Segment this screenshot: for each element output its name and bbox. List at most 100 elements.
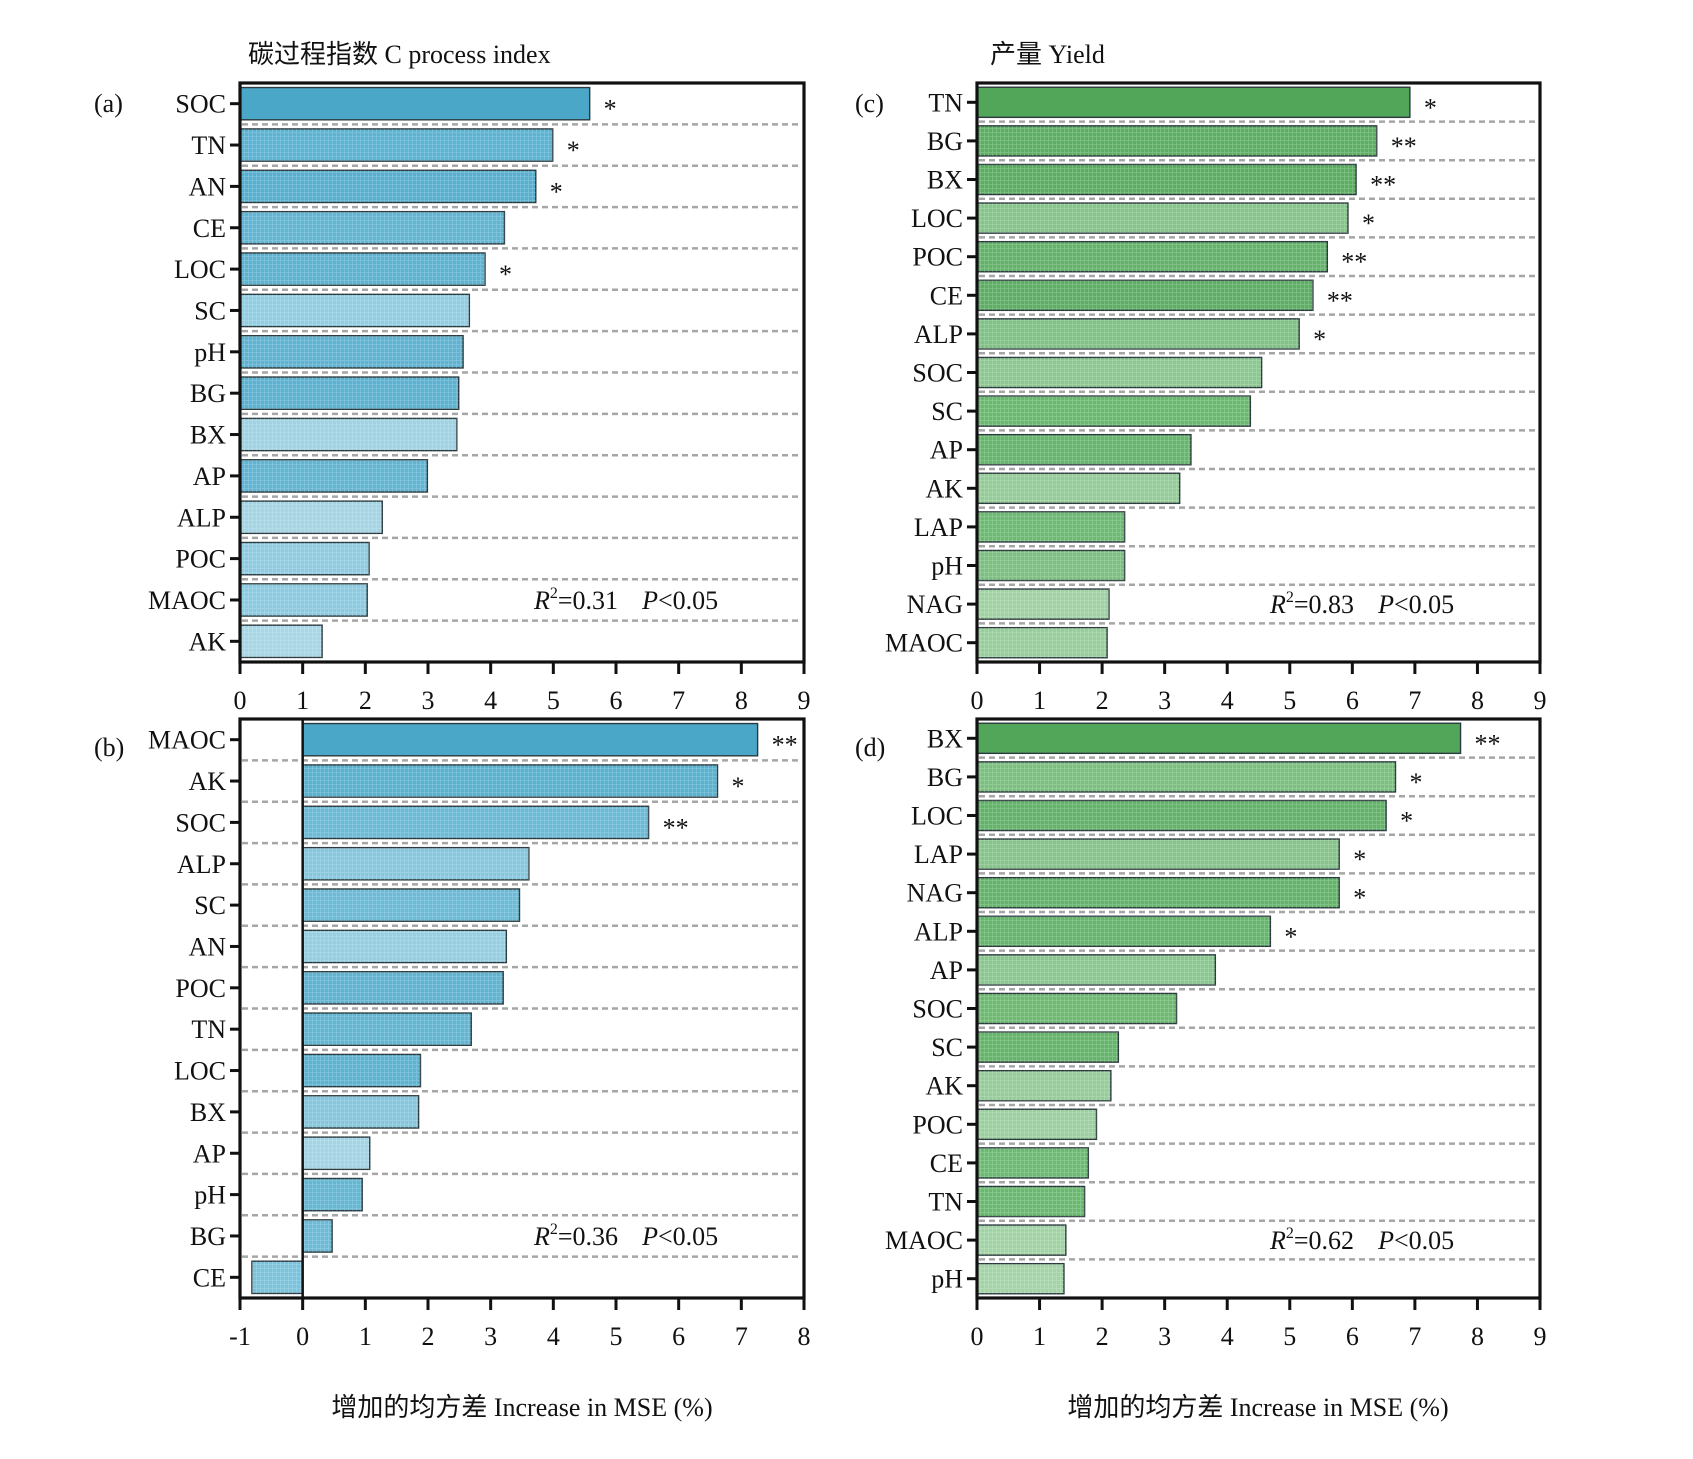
r2-symbol: R — [1269, 590, 1286, 619]
bar-texture — [977, 1070, 1111, 1101]
bar-texture — [977, 954, 1216, 985]
bar-texture — [977, 1186, 1085, 1217]
significance-label: ** — [1391, 132, 1417, 161]
plot-frame — [238, 717, 806, 1300]
y-tick-label: POC — [912, 243, 963, 272]
panel-b-x-axis-title: 增加的均方差 Increase in MSE (%) — [331, 1393, 712, 1422]
bar-texture — [977, 434, 1191, 465]
x-tick-label: 1 — [1033, 686, 1046, 715]
x-tick-label: 6 — [1346, 1322, 1359, 1351]
y-tick-label: SOC — [175, 90, 226, 119]
y-tick-label: TN — [928, 88, 963, 117]
x-tick-label: 7 — [735, 1322, 748, 1351]
r2-superscript: 2 — [1286, 1225, 1294, 1242]
bar-texture — [240, 294, 470, 327]
bar-texture — [977, 396, 1251, 427]
x-tick-label: 7 — [672, 686, 685, 715]
bar-texture — [977, 1147, 1089, 1178]
y-tick-label: POC — [912, 1110, 963, 1139]
x-tick-label: 9 — [1534, 686, 1547, 715]
plot-frame — [975, 717, 1542, 1300]
significance-label: ** — [1475, 729, 1501, 758]
x-tick-label: 1 — [296, 686, 309, 715]
bar-texture — [240, 418, 457, 451]
y-tick-label: AP — [930, 956, 963, 985]
bar-texture — [977, 1109, 1097, 1140]
x-tick-label: 1 — [359, 1322, 372, 1351]
x-tick-label: 8 — [1471, 1322, 1484, 1351]
bar-texture — [240, 459, 428, 493]
y-tick-label: CE — [193, 214, 226, 243]
panel-b-label: (b) — [94, 733, 124, 762]
y-tick-label: LAP — [914, 840, 963, 869]
x-tick-label: 5 — [610, 1322, 623, 1351]
significance-label: * — [1353, 884, 1366, 913]
r2-symbol: R — [1269, 1226, 1286, 1255]
x-tick-label: 6 — [1346, 686, 1359, 715]
y-tick-label: MAOC — [148, 726, 226, 755]
panel-c: TN * BG ** BX ** LOC * POC ** CE ** ALP * SOC SC AP AK LAP… — [885, 81, 1547, 715]
x-tick-label: 7 — [1408, 686, 1421, 715]
bar-texture — [302, 971, 504, 1004]
bar-texture — [302, 1095, 419, 1129]
x-tick-label: 3 — [422, 686, 435, 715]
x-tick-label: 4 — [547, 1322, 560, 1351]
y-tick-label: pH — [194, 1181, 226, 1210]
panel-a-title: 碳过程指数 C process index — [248, 40, 551, 69]
bar-texture — [302, 806, 649, 839]
y-tick-label: SC — [931, 1033, 963, 1062]
p-symbol: P — [1377, 1226, 1394, 1255]
bar-texture — [977, 511, 1125, 542]
significance-label: ** — [663, 813, 689, 842]
y-tick-label: pH — [931, 1265, 963, 1294]
bar-texture — [977, 473, 1180, 504]
bar-texture — [302, 1013, 472, 1046]
panel-c-title: 产量 Yield — [990, 40, 1105, 69]
r2-superscript: 2 — [550, 1221, 558, 1238]
x-tick-label: 5 — [1283, 1322, 1296, 1351]
bar-texture — [977, 916, 1271, 947]
x-tick-label: 0 — [296, 1322, 309, 1351]
stats-annotation: R2=0.83 P<0.05 — [1269, 589, 1454, 619]
y-tick-label: LOC — [911, 204, 963, 233]
y-tick-label: CE — [930, 281, 963, 310]
bar-texture — [977, 761, 1396, 792]
r2-value: =0.83 — [1294, 590, 1354, 619]
x-tick-label: -1 — [229, 1322, 251, 1351]
significance-label: * — [604, 95, 617, 124]
panel-b: MAOC ** AK * SOC ** ALP SC AN POC TN LOC BX AP pH BG CE -… — [148, 717, 811, 1351]
y-tick-label: AP — [930, 436, 963, 465]
y-tick-label: BX — [927, 724, 963, 753]
significance-label: * — [499, 260, 512, 289]
bar-texture — [302, 930, 507, 963]
y-tick-label: SOC — [912, 359, 963, 388]
p-symbol: P — [1377, 590, 1394, 619]
bar-texture — [977, 203, 1348, 234]
significance-label: * — [1362, 209, 1375, 238]
y-tick-label: AP — [193, 1139, 226, 1168]
y-tick-label: pH — [931, 552, 963, 581]
bar-texture — [240, 542, 370, 575]
x-tick-label: 4 — [1221, 1322, 1234, 1351]
significance-label: * — [1313, 325, 1326, 354]
panel-a-label: (a) — [94, 89, 123, 118]
significance-label: * — [732, 772, 745, 801]
y-tick-label: LAP — [914, 513, 963, 542]
y-tick-label: BX — [927, 166, 963, 195]
bar-texture — [977, 839, 1340, 870]
significance-label: ** — [1341, 248, 1367, 277]
y-tick-label: SC — [194, 296, 226, 325]
x-tick-label: 2 — [1096, 1322, 1109, 1351]
x-tick-label: 1 — [1033, 1322, 1046, 1351]
r2-symbol: R — [533, 586, 550, 615]
y-tick-label: CE — [930, 1149, 963, 1178]
bar-texture — [977, 125, 1377, 156]
p-value: <0.05 — [1394, 590, 1454, 619]
p-symbol: P — [641, 586, 658, 615]
y-tick-label: MAOC — [885, 1226, 963, 1255]
y-tick-label: SC — [931, 397, 963, 426]
bar-soc — [239, 86, 591, 121]
x-tick-label: 4 — [484, 686, 497, 715]
x-tick-label: 6 — [610, 686, 623, 715]
y-tick-label: BG — [190, 379, 226, 408]
